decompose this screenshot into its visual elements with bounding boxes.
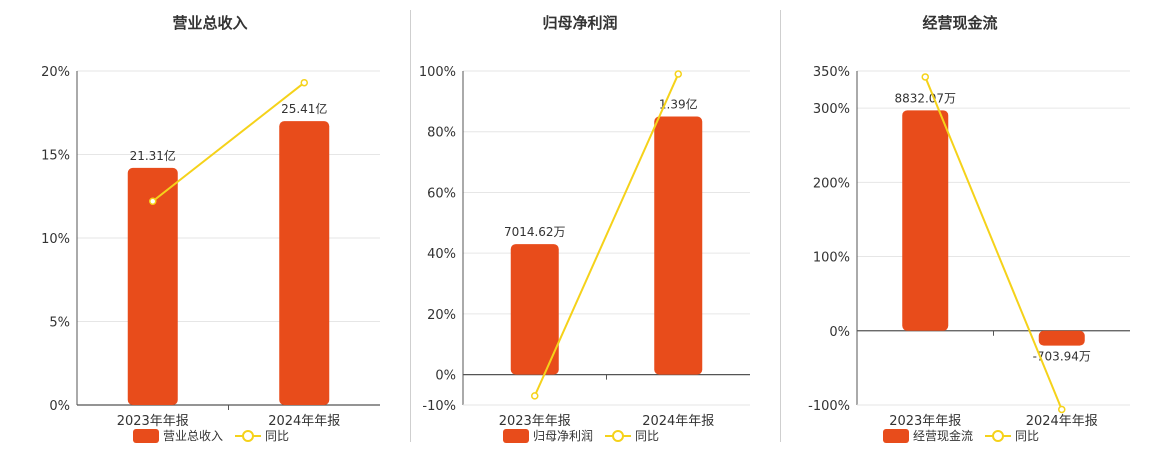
y-tick-label: 100% xyxy=(419,65,456,80)
chart-3: 经营现金流 -100% 0% 100% 200% 300% 350% 2023年年报 2024年… xyxy=(808,14,1130,443)
yoy-point xyxy=(921,73,929,81)
y-tick-label: 20% xyxy=(427,308,456,323)
legend-line-label: 同比 xyxy=(635,429,659,443)
y-tick-label: 15% xyxy=(41,149,70,164)
legend-bar-swatch xyxy=(133,429,159,443)
x-category-label: 2023年年报 xyxy=(117,414,189,429)
y-tick-label: 350% xyxy=(813,65,850,80)
divider-2 xyxy=(780,10,781,442)
yoy-line xyxy=(924,76,1063,410)
bar-data-label: 21.31亿 xyxy=(130,148,176,163)
yoy-point xyxy=(1058,405,1066,414)
x-category-label: 2024年年报 xyxy=(1026,414,1098,429)
yoy-point xyxy=(674,70,682,78)
bar-data-label: 8832.07万 xyxy=(894,91,956,105)
legend-bar-label: 经营现金流 xyxy=(913,428,973,443)
y-tick-label: 0% xyxy=(435,369,456,384)
x-category-label: 2023年年报 xyxy=(499,414,571,429)
y-tick-label: 40% xyxy=(427,247,456,262)
bar xyxy=(279,121,330,405)
chart-1: 营业总收入 0% 5% 10% 15% 20% 2023年年报 2024年年报 21.31亿 25… xyxy=(41,14,380,443)
y-tick-label: 0% xyxy=(49,399,70,414)
chart-title: 营业总收入 xyxy=(172,14,247,32)
yoy-point xyxy=(531,392,539,400)
legend-bar-swatch xyxy=(883,429,909,443)
legend-line-marker xyxy=(242,430,254,442)
bar-data-label: 25.41亿 xyxy=(281,101,327,116)
legend-bar-label: 营业总收入 xyxy=(163,429,223,443)
yoy-line xyxy=(152,81,305,203)
y-tick-label: 60% xyxy=(427,186,456,201)
y-tick-label: 5% xyxy=(49,316,70,331)
x-category-label: 2023年年报 xyxy=(889,414,961,429)
x-category-label: 2024年年报 xyxy=(642,414,714,429)
x-category-label: 2024年年报 xyxy=(268,414,340,429)
legend-line-marker xyxy=(992,430,1004,442)
chart-title: 经营现金流 xyxy=(922,14,997,32)
bar-data-label: 1.39亿 xyxy=(659,97,698,112)
yoy-point xyxy=(300,78,308,87)
bar xyxy=(654,116,703,375)
yoy-point xyxy=(149,197,157,206)
y-tick-label: 200% xyxy=(813,176,850,191)
y-tick-label: 300% xyxy=(813,102,850,117)
bar xyxy=(510,244,559,375)
y-tick-label: 20% xyxy=(41,65,70,80)
divider-1 xyxy=(410,10,411,442)
legend-bar-label: 归母净利润 xyxy=(533,429,593,443)
bar-data-label: 7014.62万 xyxy=(504,225,566,239)
legend-line-label: 同比 xyxy=(1015,429,1039,443)
chart-2: 归母净利润 -10% 0% 20% 40% 60% 80% 100% 2023年年报 2024年年… xyxy=(419,14,750,443)
y-tick-label: -10% xyxy=(422,399,456,414)
legend-line-label: 同比 xyxy=(265,429,289,443)
y-tick-label: -100% xyxy=(808,399,850,414)
legend-bar-swatch xyxy=(503,429,529,443)
bar xyxy=(902,110,949,331)
bar xyxy=(1038,330,1085,346)
bar-data-label: -703.94万 xyxy=(1033,350,1091,364)
y-tick-label: 10% xyxy=(41,232,70,247)
y-tick-label: 100% xyxy=(813,251,850,266)
legend-line-marker xyxy=(612,430,624,442)
y-tick-label: 0% xyxy=(829,325,850,340)
chart-title: 归母净利润 xyxy=(542,14,617,32)
bar xyxy=(127,167,178,405)
y-tick-label: 80% xyxy=(427,126,456,141)
yoy-line xyxy=(533,73,680,397)
